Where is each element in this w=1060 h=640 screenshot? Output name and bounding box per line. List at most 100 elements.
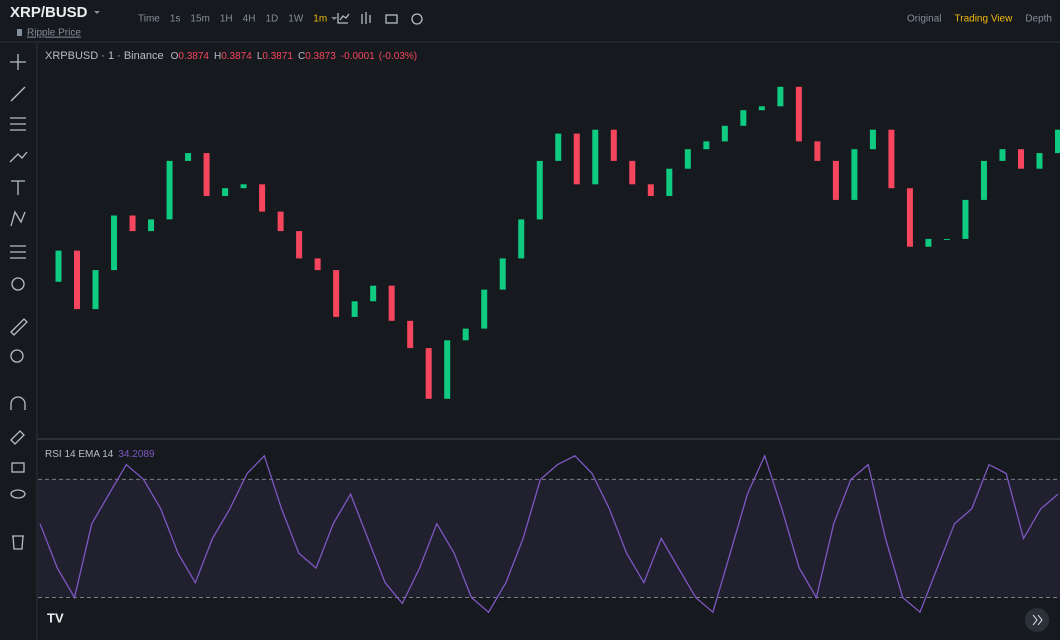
candle	[499, 258, 506, 290]
candle	[425, 348, 432, 399]
interval-option[interactable]: 4H	[243, 14, 256, 25]
ohlc-value: 0.3874	[178, 51, 209, 62]
add-icon[interactable]	[411, 13, 423, 25]
ohlc-label: L	[257, 51, 263, 62]
candle	[74, 250, 81, 310]
view-tab[interactable]: Trading View	[955, 14, 1014, 25]
candle	[388, 285, 395, 321]
candle	[314, 258, 321, 271]
candle	[444, 340, 451, 399]
candle	[555, 133, 562, 161]
candle	[166, 160, 173, 220]
candle	[333, 270, 340, 317]
ohlc-value: 0.3871	[262, 51, 293, 62]
candle-type-icon[interactable]	[361, 12, 371, 24]
candle	[259, 184, 266, 212]
change: -0.0001	[341, 51, 375, 62]
pattern-tool[interactable]	[10, 210, 26, 227]
candle	[666, 168, 673, 196]
candle	[1036, 153, 1043, 169]
crosshair-tool[interactable]	[10, 54, 26, 70]
candle	[777, 86, 784, 107]
change-pct: (-0.03%)	[379, 51, 417, 62]
candle	[943, 238, 950, 240]
interval-option[interactable]: 1W	[288, 14, 304, 25]
candle	[814, 141, 821, 161]
interval-option[interactable]: 1H	[220, 14, 233, 25]
hide-tool[interactable]	[10, 489, 26, 499]
delete-tool[interactable]	[12, 535, 24, 550]
projection-tool[interactable]	[10, 245, 26, 259]
view-tab[interactable]: Depth	[1025, 14, 1052, 25]
symbol[interactable]: XRP/BUSD	[10, 4, 88, 21]
interval-option[interactable]: 1D	[265, 14, 278, 25]
candle	[721, 125, 728, 142]
info-icon	[17, 29, 22, 36]
screenshot-icon[interactable]	[385, 14, 398, 24]
lock-tool[interactable]	[11, 462, 25, 473]
candle	[869, 129, 876, 150]
brush-tool[interactable]	[9, 151, 28, 163]
rsi-current: 34.2089	[118, 449, 155, 460]
candle	[277, 211, 284, 232]
interval-option[interactable]: 15m	[190, 14, 209, 25]
price-pane	[55, 86, 1060, 399]
candle	[518, 219, 525, 259]
ohlc-value: 0.3873	[305, 51, 336, 62]
interval-dropdown[interactable]	[331, 17, 338, 20]
candle	[851, 149, 858, 200]
candle	[92, 270, 99, 310]
candle	[703, 141, 710, 150]
rsi-legend: RSI 14 EMA 14 34.2089	[45, 449, 155, 460]
legend-title: XRPBUSD · 1 · Binance	[45, 50, 164, 62]
candle	[296, 231, 303, 259]
candle	[684, 149, 691, 169]
ohlc-label: H	[214, 51, 221, 62]
candle	[647, 184, 654, 196]
candle	[795, 86, 802, 142]
candle	[592, 129, 599, 185]
stay-drawing-tool[interactable]	[10, 430, 25, 445]
chart-tools	[337, 12, 423, 25]
emoji-tool[interactable]	[11, 277, 25, 291]
interval-option[interactable]: 1s	[170, 14, 181, 25]
subtitle[interactable]: Ripple Price	[27, 28, 81, 39]
view-tabs: Depth Trading View Original	[907, 14, 1052, 25]
candle	[111, 215, 118, 271]
view-tab[interactable]: Original	[907, 14, 941, 25]
text-tool[interactable]	[11, 180, 25, 195]
candle	[629, 160, 636, 185]
candle	[610, 129, 617, 161]
indicator-icon[interactable]	[337, 13, 350, 24]
candle	[55, 250, 62, 282]
fib-tool[interactable]	[10, 117, 26, 131]
ohlc-label: C	[298, 51, 305, 62]
rsi-line	[39, 453, 1059, 614]
ruler-tool[interactable]	[10, 318, 28, 336]
rsi-pane	[38, 453, 1060, 614]
candle	[370, 285, 377, 302]
candle	[351, 301, 358, 317]
intervals: Time 1s 15m 1H 4H 1D 1W 1m	[138, 14, 338, 25]
candle	[203, 153, 210, 196]
drawing-toolbar	[9, 54, 28, 550]
candle	[129, 215, 136, 232]
candle	[758, 106, 765, 111]
rsi-label: RSI 14 EMA 14	[45, 449, 114, 460]
interval-option[interactable]: 1m	[313, 14, 327, 25]
symbol-dropdown[interactable]	[94, 11, 100, 14]
candle	[740, 110, 747, 126]
candle	[1017, 149, 1024, 169]
magnet-tool[interactable]	[10, 396, 26, 410]
zoom-tool[interactable]	[10, 349, 24, 363]
legend: XRPBUSD · 1 · Binance O0.3874 H0.3874 L0.38…	[45, 50, 417, 62]
candle	[462, 328, 469, 341]
candle	[832, 160, 839, 200]
line-tool[interactable]	[10, 86, 26, 102]
interval-option[interactable]: Time	[138, 14, 160, 25]
candle	[1055, 129, 1060, 154]
candle	[536, 160, 543, 220]
candle	[222, 188, 229, 196]
candle	[240, 184, 247, 189]
